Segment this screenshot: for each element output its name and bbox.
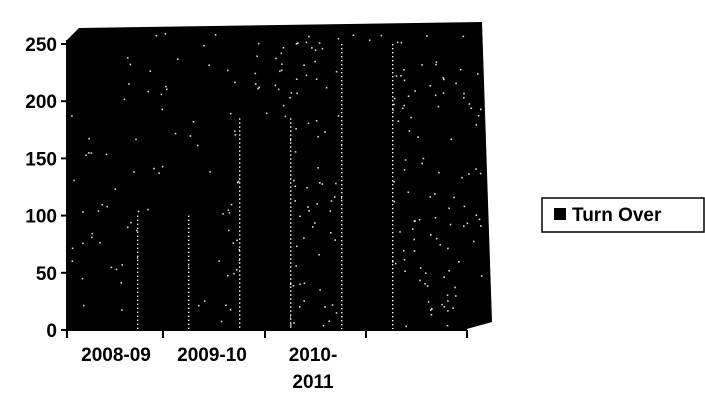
bar-2 bbox=[240, 118, 290, 330]
bar-edge-1 bbox=[137, 215, 190, 329]
legend: Turn Over bbox=[541, 197, 705, 233]
bar-3 bbox=[342, 44, 392, 330]
bar-edge-3 bbox=[341, 44, 394, 330]
y-tick-label: 150 bbox=[25, 149, 57, 170]
y-tick-label: 200 bbox=[25, 92, 57, 113]
plot-noise bbox=[71, 33, 483, 328]
legend-label: Turn Over bbox=[572, 205, 662, 226]
bar-1 bbox=[138, 215, 188, 330]
x-tick-label: 2009-10 bbox=[177, 345, 247, 366]
legend-box bbox=[541, 197, 705, 233]
axes: 0 50 100 150 200 250 2008-09 2009-10 2010- 2011 bbox=[25, 35, 468, 393]
y-tick-label: 50 bbox=[36, 264, 57, 285]
x-tick-label: 2008-09 bbox=[81, 345, 151, 366]
legend-swatch bbox=[554, 208, 566, 220]
y-tick-label: 0 bbox=[46, 321, 57, 342]
y-tick-label: 250 bbox=[25, 35, 57, 56]
y-tick-label: 100 bbox=[25, 207, 57, 228]
x-tick-label: 2010- bbox=[289, 345, 338, 366]
x-tick-label: 2011 bbox=[292, 372, 334, 393]
bar-edge-2 bbox=[239, 118, 292, 328]
plot-area bbox=[67, 22, 492, 330]
